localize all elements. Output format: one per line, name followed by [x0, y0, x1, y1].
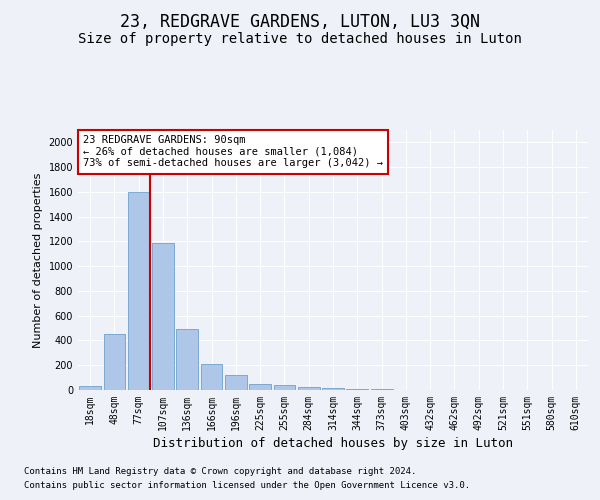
Bar [200, 364, 223, 390]
Bar [274, 385, 295, 390]
Bar [176, 330, 198, 390]
Text: 23 REDGRAVE GARDENS: 90sqm
← 26% of detached houses are smaller (1,084)
73% of s: 23 REDGRAVE GARDENS: 90sqm ← 26% of deta… [83, 135, 383, 168]
Text: 23, REDGRAVE GARDENS, LUTON, LU3 3QN: 23, REDGRAVE GARDENS, LUTON, LU3 3QN [120, 12, 480, 30]
Text: Contains HM Land Registry data © Crown copyright and database right 2024.: Contains HM Land Registry data © Crown c… [24, 468, 416, 476]
Bar [346, 389, 368, 390]
Bar [322, 388, 344, 390]
Text: Contains public sector information licensed under the Open Government Licence v3: Contains public sector information licen… [24, 481, 470, 490]
Bar [128, 192, 149, 390]
Y-axis label: Number of detached properties: Number of detached properties [33, 172, 43, 348]
Bar [152, 242, 174, 390]
Bar [79, 386, 101, 390]
Bar [104, 334, 125, 390]
Bar [298, 387, 320, 390]
Bar [225, 374, 247, 390]
Text: Distribution of detached houses by size in Luton: Distribution of detached houses by size … [153, 438, 513, 450]
Text: Size of property relative to detached houses in Luton: Size of property relative to detached ho… [78, 32, 522, 46]
Bar [249, 384, 271, 390]
